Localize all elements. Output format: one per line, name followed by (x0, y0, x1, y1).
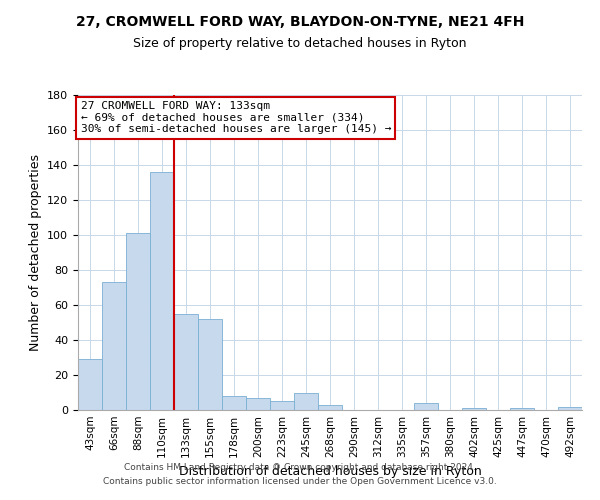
Bar (78, 359, 102, 410)
X-axis label: Distribution of detached houses by size in Ryton: Distribution of detached houses by size … (179, 466, 481, 478)
Bar (222, 396, 246, 410)
Bar (246, 398, 270, 410)
Text: 27, CROMWELL FORD WAY, BLAYDON-ON-TYNE, NE21 4FH: 27, CROMWELL FORD WAY, BLAYDON-ON-TYNE, … (76, 15, 524, 29)
Text: Contains HM Land Registry data © Crown copyright and database right 2024.: Contains HM Land Registry data © Crown c… (124, 464, 476, 472)
Bar (150, 172, 174, 410)
Bar (174, 314, 198, 410)
Bar (510, 408, 534, 410)
Y-axis label: Number of detached properties: Number of detached properties (29, 154, 41, 351)
Text: 27 CROMWELL FORD WAY: 133sqm
← 69% of detached houses are smaller (334)
30% of s: 27 CROMWELL FORD WAY: 133sqm ← 69% of de… (80, 102, 391, 134)
Bar (318, 405, 342, 410)
Bar (270, 401, 294, 410)
Bar (294, 392, 318, 410)
Text: Contains public sector information licensed under the Open Government Licence v3: Contains public sector information licen… (103, 477, 497, 486)
Bar (102, 282, 126, 410)
Bar (198, 319, 222, 410)
Bar (414, 403, 438, 410)
Text: Size of property relative to detached houses in Ryton: Size of property relative to detached ho… (133, 38, 467, 51)
Bar (558, 406, 582, 410)
Bar (462, 408, 486, 410)
Bar (126, 233, 150, 410)
